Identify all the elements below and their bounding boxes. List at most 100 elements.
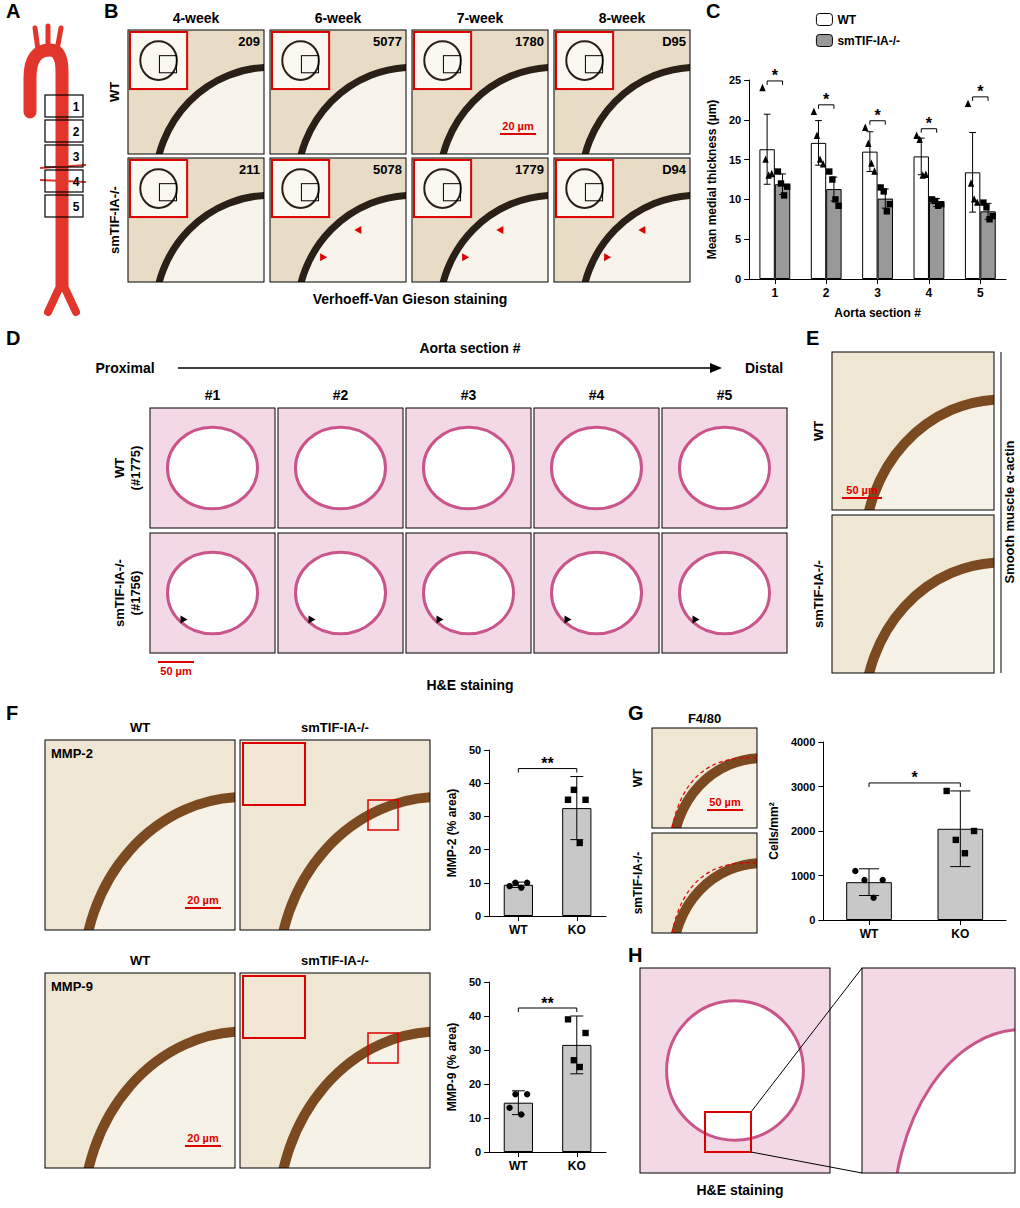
svg-text:C: C [706, 0, 720, 22]
svg-text:*: * [772, 67, 779, 84]
svg-text:20 µm: 20 µm [187, 894, 219, 906]
svg-text:1780: 1780 [515, 34, 544, 49]
svg-text:8-week: 8-week [599, 10, 646, 26]
svg-text:(#1775): (#1775) [128, 446, 143, 491]
svg-text:WT: WT [837, 13, 856, 27]
svg-text:(#1756): (#1756) [128, 571, 143, 616]
svg-text:#2: #2 [333, 387, 349, 403]
svg-text:10: 10 [729, 193, 741, 205]
svg-text:E: E [806, 327, 819, 349]
svg-text:A: A [6, 0, 20, 22]
svg-text:10: 10 [469, 1112, 481, 1124]
svg-text:Cells/mm²: Cells/mm² [767, 802, 781, 859]
svg-text:50 µm: 50 µm [160, 665, 192, 677]
svg-text:G: G [628, 702, 644, 724]
svg-text:MMP-2: MMP-2 [51, 746, 93, 761]
svg-text:#1: #1 [205, 387, 221, 403]
svg-text:3000: 3000 [791, 781, 815, 793]
svg-text:smTIF-IA-/-: smTIF-IA-/- [811, 560, 826, 628]
svg-text:2: 2 [823, 286, 830, 300]
svg-text:0: 0 [735, 273, 741, 285]
svg-text:20 µm: 20 µm [187, 1132, 219, 1144]
svg-text:Proximal: Proximal [95, 360, 154, 376]
svg-text:#3: #3 [461, 387, 477, 403]
svg-text:*: * [926, 115, 933, 132]
svg-text:50: 50 [469, 744, 481, 756]
svg-text:50 µm: 50 µm [709, 796, 741, 808]
svg-text:50 µm: 50 µm [846, 484, 878, 496]
svg-text:smTIF-IA-/-: smTIF-IA-/- [301, 953, 369, 968]
svg-text:D95: D95 [662, 34, 686, 49]
svg-text:1000: 1000 [791, 870, 815, 882]
svg-text:WT: WT [130, 953, 150, 968]
svg-text:WT: WT [631, 768, 645, 787]
svg-text:0: 0 [475, 910, 481, 922]
svg-text:KO: KO [951, 927, 969, 941]
svg-text:2: 2 [73, 125, 80, 139]
svg-text:20 µm: 20 µm [502, 120, 534, 132]
svg-text:*: * [912, 769, 919, 786]
svg-text:WT: WT [112, 458, 127, 478]
svg-text:4-week: 4-week [173, 10, 220, 26]
svg-text:0: 0 [475, 1146, 481, 1158]
svg-text:Distal: Distal [745, 360, 783, 376]
svg-text:H&E staining: H&E staining [696, 1182, 783, 1198]
svg-text:30: 30 [469, 1044, 481, 1056]
svg-text:WT: WT [130, 720, 150, 735]
svg-text:WT: WT [860, 927, 879, 941]
svg-text:5: 5 [73, 200, 80, 214]
svg-text:D: D [6, 327, 20, 349]
svg-text:*: * [874, 107, 881, 124]
svg-text:F: F [6, 702, 18, 724]
svg-text:Mean medial thickness (µm): Mean medial thickness (µm) [705, 100, 719, 260]
svg-text:0: 0 [809, 914, 815, 926]
svg-text:40: 40 [469, 777, 481, 789]
svg-text:H&E staining: H&E staining [426, 677, 513, 693]
svg-text:4000: 4000 [791, 736, 815, 748]
svg-text:7-week: 7-week [457, 10, 504, 26]
svg-text:1: 1 [73, 100, 80, 114]
svg-text:40: 40 [469, 1010, 481, 1022]
svg-text:MMP-2 (% area): MMP-2 (% area) [445, 789, 459, 878]
svg-text:5078: 5078 [373, 162, 402, 177]
svg-text:KO: KO [568, 923, 586, 937]
svg-text:WT: WT [107, 82, 122, 102]
svg-text:Verhoeff-Van Gieson staining: Verhoeff-Van Gieson staining [313, 291, 507, 307]
svg-text:smTIF-IA-/-: smTIF-IA-/- [107, 186, 122, 254]
svg-text:WT: WT [811, 421, 826, 441]
svg-text:4: 4 [926, 286, 933, 300]
svg-text:1: 1 [771, 286, 778, 300]
svg-text:Smooth muscle α-actin: Smooth muscle α-actin [1002, 440, 1017, 583]
svg-text:4: 4 [73, 175, 80, 189]
svg-text:KO: KO [568, 1159, 586, 1173]
svg-text:25: 25 [729, 74, 741, 86]
svg-text:Aorta section #: Aorta section # [834, 306, 921, 320]
svg-text:F4/80: F4/80 [688, 711, 721, 726]
svg-text:WT: WT [509, 1159, 528, 1173]
svg-text:smTIF-IA-/-: smTIF-IA-/- [112, 559, 127, 627]
svg-text:20: 20 [469, 1078, 481, 1090]
svg-text:6-week: 6-week [315, 10, 362, 26]
svg-text:#4: #4 [589, 387, 605, 403]
svg-text:smTIF-IA-/-: smTIF-IA-/- [837, 34, 900, 48]
svg-text:H: H [628, 944, 642, 966]
svg-text:5: 5 [977, 286, 984, 300]
svg-text:2000: 2000 [791, 825, 815, 837]
svg-text:1779: 1779 [515, 162, 544, 177]
svg-text:20: 20 [729, 114, 741, 126]
svg-text:5: 5 [735, 233, 741, 245]
svg-text:smTIF-IA-/-: smTIF-IA-/- [301, 720, 369, 735]
svg-text:50: 50 [469, 976, 481, 988]
svg-text:B: B [104, 0, 118, 22]
svg-text:MMP-9: MMP-9 [51, 979, 93, 994]
svg-text:15: 15 [729, 154, 741, 166]
svg-text:MMP-9 (% area): MMP-9 (% area) [445, 1023, 459, 1112]
svg-text:smTIF-IA-/-: smTIF-IA-/- [631, 852, 645, 915]
svg-text:D94: D94 [662, 162, 687, 177]
svg-text:**: ** [541, 755, 554, 772]
svg-text:20: 20 [469, 844, 481, 856]
svg-text:30: 30 [469, 810, 481, 822]
svg-text:211: 211 [239, 162, 260, 177]
svg-text:**: ** [541, 995, 554, 1012]
svg-text:*: * [823, 91, 830, 108]
